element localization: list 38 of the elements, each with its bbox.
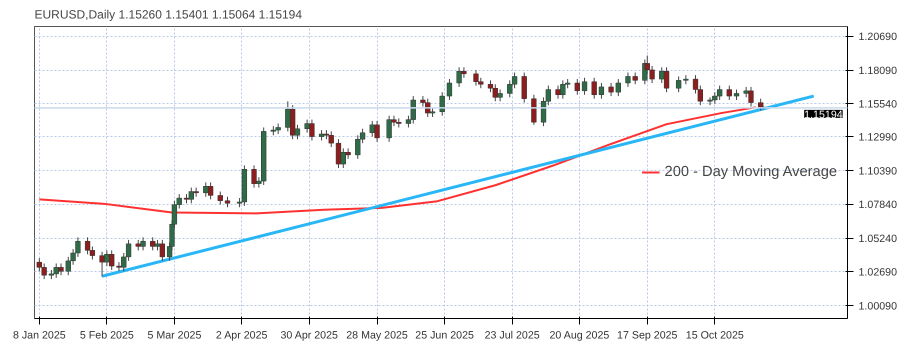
y-tick-label: 1.00090	[858, 300, 898, 312]
candlestick	[218, 191, 223, 206]
y-tick-label: 1.15540	[858, 98, 898, 110]
x-tick-label: 8 Jan 2025	[12, 330, 66, 342]
candlestick	[726, 85, 732, 100]
y-tick-label: 1.20690	[858, 31, 898, 44]
ref-line-label: 1.15194	[804, 108, 843, 121]
candlestick	[734, 89, 740, 100]
y-tick-label: 1.02690	[858, 266, 898, 278]
candlestick	[582, 77, 588, 96]
candlestick	[522, 72, 527, 104]
candlestick	[574, 78, 580, 96]
x-tick-label: 25 Jun 2025	[415, 330, 474, 342]
candlestick	[446, 78, 452, 100]
x-tick-label: 15 Oct 2025	[686, 330, 744, 342]
candlestick	[440, 92, 445, 116]
y-tick-label: 1.12990	[858, 132, 898, 144]
x-tick-label: 30 Apr 2025	[280, 330, 338, 342]
x-tick-label: 5 Feb 2025	[80, 330, 134, 342]
candlestick	[150, 236, 156, 251]
candlestick	[676, 76, 682, 93]
y-tick-label: 1.10390	[858, 166, 898, 178]
x-tick-label: 28 May 2025	[346, 330, 408, 342]
y-tick-label: 1.05240	[858, 233, 898, 246]
legend-label: 200 - Day Moving Average	[664, 164, 837, 180]
x-tick-label: 2 Apr 2025	[216, 330, 268, 342]
candlestick	[531, 94, 537, 126]
candlestick	[224, 196, 230, 208]
y-tick-label: 1.07840	[858, 199, 898, 212]
chart-title: EURUSD,Daily 1.15260 1.15401 1.15064 1.15194	[34, 8, 302, 22]
x-tick-label: 23 Jul 2025	[484, 330, 540, 342]
candlestick	[632, 72, 638, 85]
x-tick-label: 17 Sep 2025	[617, 330, 678, 342]
candlestick	[683, 74, 689, 85]
x-tick-label: 20 Aug 2025	[549, 330, 610, 342]
candlestick	[625, 72, 631, 88]
x-tick-label: 5 Mar 2025	[147, 330, 202, 342]
y-tick-label: 1.18090	[858, 65, 898, 78]
